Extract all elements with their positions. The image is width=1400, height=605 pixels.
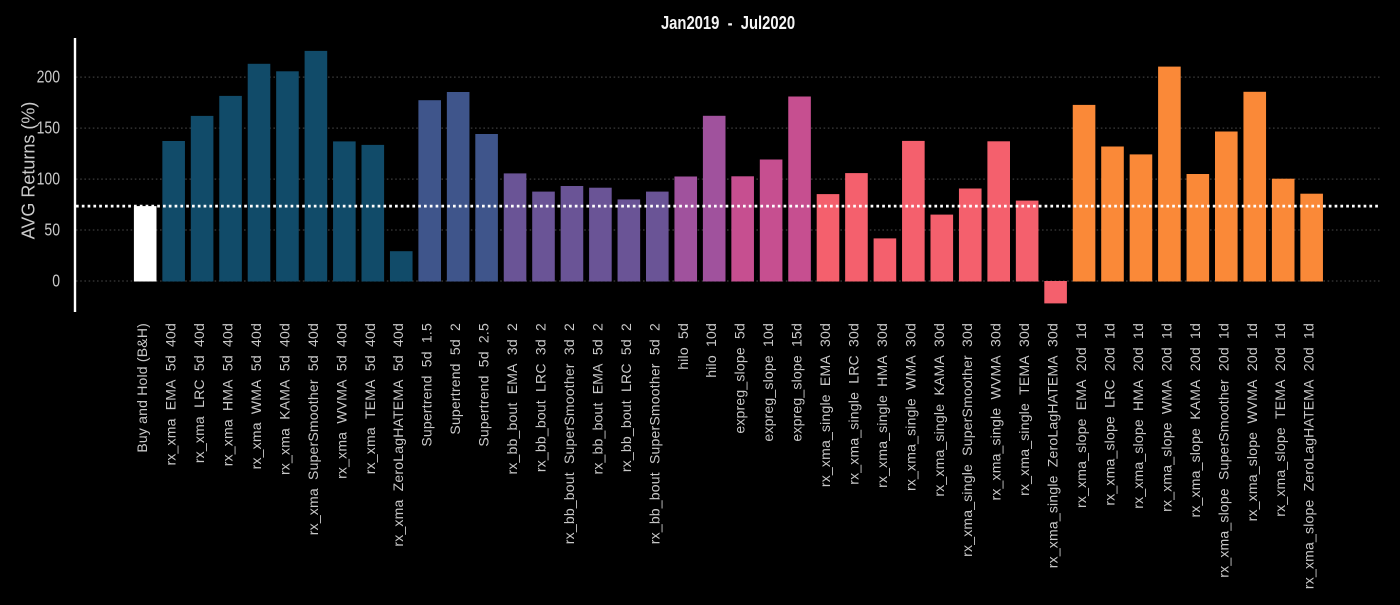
svg-text:rx_xma WVMA 5d 40d: rx_xma WVMA 5d 40d xyxy=(333,323,349,479)
svg-text:rx_xma_slope HMA 20d 1d: rx_xma_slope HMA 20d 1d xyxy=(1130,323,1146,509)
svg-text:rx_xma_single ZeroLagHATEMA: rx_xma_single ZeroLagHATEMA 30d xyxy=(1045,323,1061,568)
svg-text:rx_xma_single KAMA 30d: rx_xma_single KAMA 30d xyxy=(931,323,947,497)
svg-text:rx_xma_single LRC 30d: rx_xma_single LRC 30d xyxy=(846,323,862,485)
svg-text:rx_xma SuperSmoother 5d 40d: rx_xma SuperSmoother 5d 40d xyxy=(305,323,321,535)
svg-text:rx_bb_bout EMA 3d 2: rx_bb_bout EMA 3d 2 xyxy=(504,323,520,475)
svg-text:rx_xma LRC 5d 40d: rx_xma LRC 5d 40d xyxy=(191,323,207,463)
svg-text:AVG Returns (%): AVG Returns (%) xyxy=(19,102,39,240)
svg-text:expreg_slope 15d: expreg_slope 15d xyxy=(789,323,805,442)
svg-text:rx_xma_single WMA 30d: rx_xma_single WMA 30d xyxy=(902,323,918,491)
svg-text:rx_xma_slope LRC 20d 1d: rx_xma_slope LRC 20d 1d xyxy=(1102,323,1118,506)
svg-text:rx_xma HMA 5d 40d: rx_xma HMA 5d 40d xyxy=(220,323,236,466)
svg-text:rx_bb_bout LRC 3d 2: rx_bb_bout LRC 3d 2 xyxy=(533,323,549,472)
svg-text:Buy and Hold (B&H): Buy and Hold (B&H) xyxy=(134,323,150,453)
svg-text:expreg_slope 10d: expreg_slope 10d xyxy=(760,323,776,442)
svg-text:50: 50 xyxy=(44,220,60,240)
svg-text:expreg_slope 5d: expreg_slope 5d xyxy=(732,323,748,434)
svg-text:rx_bb_bout SuperSmoother 5d: rx_bb_bout SuperSmoother 5d 2 xyxy=(646,323,662,544)
svg-text:rx_bb_bout EMA 5d 2: rx_bb_bout EMA 5d 2 xyxy=(589,323,605,475)
svg-text:rx_xma_slope WVMA 20d 1d: rx_xma_slope WVMA 20d 1d xyxy=(1244,323,1260,521)
svg-text:Supertrend 5d 2: Supertrend 5d 2 xyxy=(447,323,463,435)
svg-text:rx_xma_single TEMA 30d: rx_xma_single TEMA 30d xyxy=(1016,323,1032,496)
svg-text:rx_xma_slope TEMA 20d 1d: rx_xma_slope TEMA 20d 1d xyxy=(1272,323,1288,517)
svg-text:Supertrend 5d 1.5: Supertrend 5d 1.5 xyxy=(419,323,435,447)
svg-text:rx_xma_single SuperSmoother: rx_xma_single SuperSmoother 30d xyxy=(959,323,975,557)
svg-text:rx_xma_single WVMA 30d: rx_xma_single WVMA 30d xyxy=(988,323,1004,501)
svg-text:Jan2019 - Jul2020: Jan2019 - Jul2020 xyxy=(661,12,795,33)
svg-text:150: 150 xyxy=(37,118,60,138)
svg-text:rx_xma_single EMA 30d: rx_xma_single EMA 30d xyxy=(817,323,833,487)
svg-text:rx_xma_slope KAMA 20d 1d: rx_xma_slope KAMA 20d 1d xyxy=(1187,323,1203,518)
svg-text:rx_xma WMA 5d 40d: rx_xma WMA 5d 40d xyxy=(248,323,264,469)
svg-text:rx_xma TEMA 5d 40d: rx_xma TEMA 5d 40d xyxy=(362,323,378,474)
svg-text:rx_xma ZeroLagHATEMA 5d 40d: rx_xma ZeroLagHATEMA 5d 40d xyxy=(390,323,406,547)
svg-text:Supertrend 5d 2.5: Supertrend 5d 2.5 xyxy=(476,323,492,447)
svg-text:rx_xma KAMA 5d 40d: rx_xma KAMA 5d 40d xyxy=(276,323,292,475)
svg-text:rx_bb_bout SuperSmoother 3d: rx_bb_bout SuperSmoother 3d 2 xyxy=(561,323,577,544)
svg-text:rx_xma_slope ZeroLagHATEMA 2: rx_xma_slope ZeroLagHATEMA 20d 1d xyxy=(1301,323,1317,589)
svg-text:200: 200 xyxy=(37,67,60,87)
svg-text:rx_xma_slope WMA 20d 1d: rx_xma_slope WMA 20d 1d xyxy=(1158,323,1174,512)
svg-text:hilo 10d: hilo 10d xyxy=(703,323,719,378)
svg-text:rx_xma_slope EMA 20d 1d: rx_xma_slope EMA 20d 1d xyxy=(1073,323,1089,508)
svg-text:rx_xma_single HMA 30d: rx_xma_single HMA 30d xyxy=(874,323,890,488)
svg-text:100: 100 xyxy=(37,169,60,189)
svg-text:rx_bb_bout LRC 5d 2: rx_bb_bout LRC 5d 2 xyxy=(618,323,634,472)
svg-text:hilo 5d: hilo 5d xyxy=(675,323,691,370)
svg-text:rx_xma EMA 5d 40d: rx_xma EMA 5d 40d xyxy=(163,323,179,466)
svg-text:0: 0 xyxy=(52,271,60,291)
svg-text:rx_xma_slope SuperSmoother 2: rx_xma_slope SuperSmoother 20d 1d xyxy=(1215,323,1231,578)
